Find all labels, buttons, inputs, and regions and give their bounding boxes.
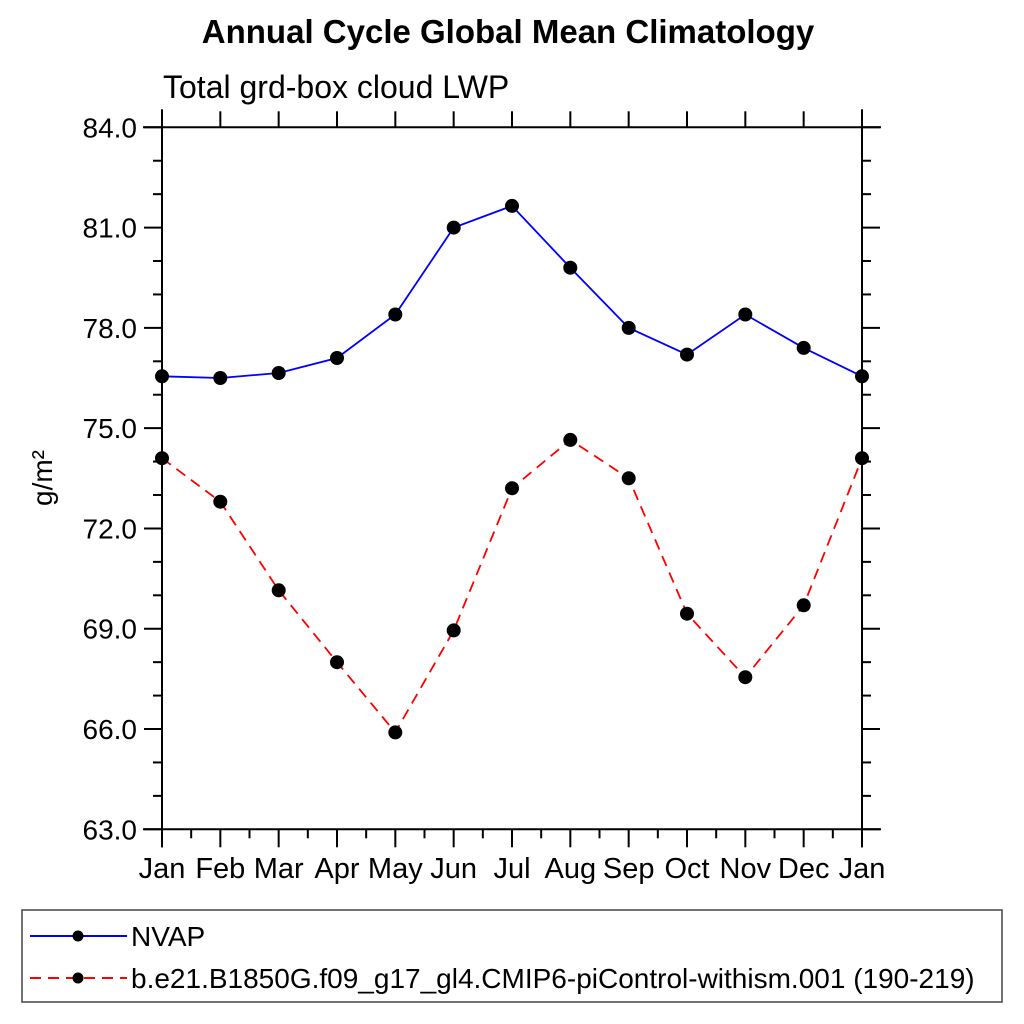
series-1-marker (796, 598, 811, 613)
series-0-marker (330, 351, 344, 365)
series-0-marker (271, 366, 286, 380)
series-0-line (161, 204, 863, 379)
y-tick-label: 81.0 (83, 213, 138, 244)
x-tick-label: Aug (545, 853, 597, 885)
y-tick-label: 63.0 (83, 814, 138, 845)
x-tick-label: Jul (493, 853, 530, 885)
y-tick-label: 72.0 (83, 513, 138, 544)
series-1-marker (330, 655, 344, 670)
series-1-marker (388, 725, 403, 740)
legend-marker-icon (72, 972, 84, 984)
legend-marker-icon (72, 930, 84, 942)
legend-label: b.e21.B1850G.f09_g17_gl4.CMIP6-piControl… (131, 963, 975, 994)
series-1-marker (621, 471, 636, 486)
y-tick-label: 75.0 (83, 413, 138, 444)
x-axis-tick-labels: Jan Feb Mar Apr May Jun Jul Aug Sep Oct Nov Dec Jan (139, 853, 886, 885)
y-tick-label: 78.0 (83, 313, 138, 344)
x-tick-label: Jan (139, 853, 186, 885)
series-1-marker (855, 451, 869, 466)
series-1-marker (446, 623, 461, 638)
series-1-marker (155, 451, 169, 466)
chart-subtitle: Total grd-box cloud LWP (163, 69, 509, 105)
legend-item: b.e21.B1850G.f09_g17_gl4.CMIP6-piControl… (30, 963, 975, 994)
axis-frame (143, 109, 881, 848)
x-tick-label: Nov (720, 853, 772, 885)
x-tick-label: Mar (254, 853, 304, 885)
series-1-marker (563, 432, 578, 447)
legend: NVAP b.e21.B1850G.f09_g17_gl4.CMIP6-piCo… (21, 909, 1003, 1003)
series-0-marker (213, 371, 228, 385)
series-0-marker (855, 369, 869, 384)
y-axis-title: g/m² (27, 450, 58, 506)
x-tick-label: Jan (839, 853, 886, 885)
x-axis-ticks (161, 111, 863, 848)
series-1-marker (271, 583, 286, 598)
y-tick-label: 66.0 (83, 714, 138, 745)
x-tick-label: Jun (430, 853, 477, 885)
series-0-marker (505, 198, 519, 213)
series-1-marker (680, 606, 694, 621)
y-tick-label: 69.0 (83, 614, 138, 645)
x-tick-label: Dec (778, 853, 830, 885)
legend-label: NVAP (131, 921, 205, 952)
x-tick-label: May (368, 853, 423, 885)
series-0-marker (388, 307, 403, 322)
x-tick-label: Feb (195, 853, 245, 885)
series-0-marker (155, 369, 169, 384)
series-0-marker (680, 347, 694, 362)
series-0-marker (446, 220, 461, 235)
series-0 (155, 198, 869, 385)
y-tick-label: 84.0 (83, 112, 138, 143)
y-axis-ticks (144, 126, 880, 831)
series-0-marker (563, 260, 578, 275)
series-1-marker (213, 494, 228, 509)
series-1-marker (738, 670, 753, 685)
x-tick-label: Oct (664, 853, 709, 885)
series-0-marker (796, 340, 811, 355)
y-axis-tick-labels: 63.0 66.0 69.0 72.0 75.0 78.0 81.0 84.0 (83, 112, 138, 845)
legend-item: NVAP (30, 921, 205, 952)
x-tick-label: Sep (603, 853, 655, 885)
series-0-marker (621, 320, 636, 335)
chart-title: Annual Cycle Global Mean Climatology (202, 13, 815, 50)
series-0-marker (738, 307, 753, 322)
series-1 (155, 432, 869, 740)
chart-body: 63.0 66.0 69.0 72.0 75.0 78.0 81.0 84.0 Jan Feb Ma… (83, 109, 886, 885)
x-tick-label: Apr (314, 853, 359, 885)
series-1-marker (505, 481, 519, 496)
legend-box (21, 909, 1003, 1003)
